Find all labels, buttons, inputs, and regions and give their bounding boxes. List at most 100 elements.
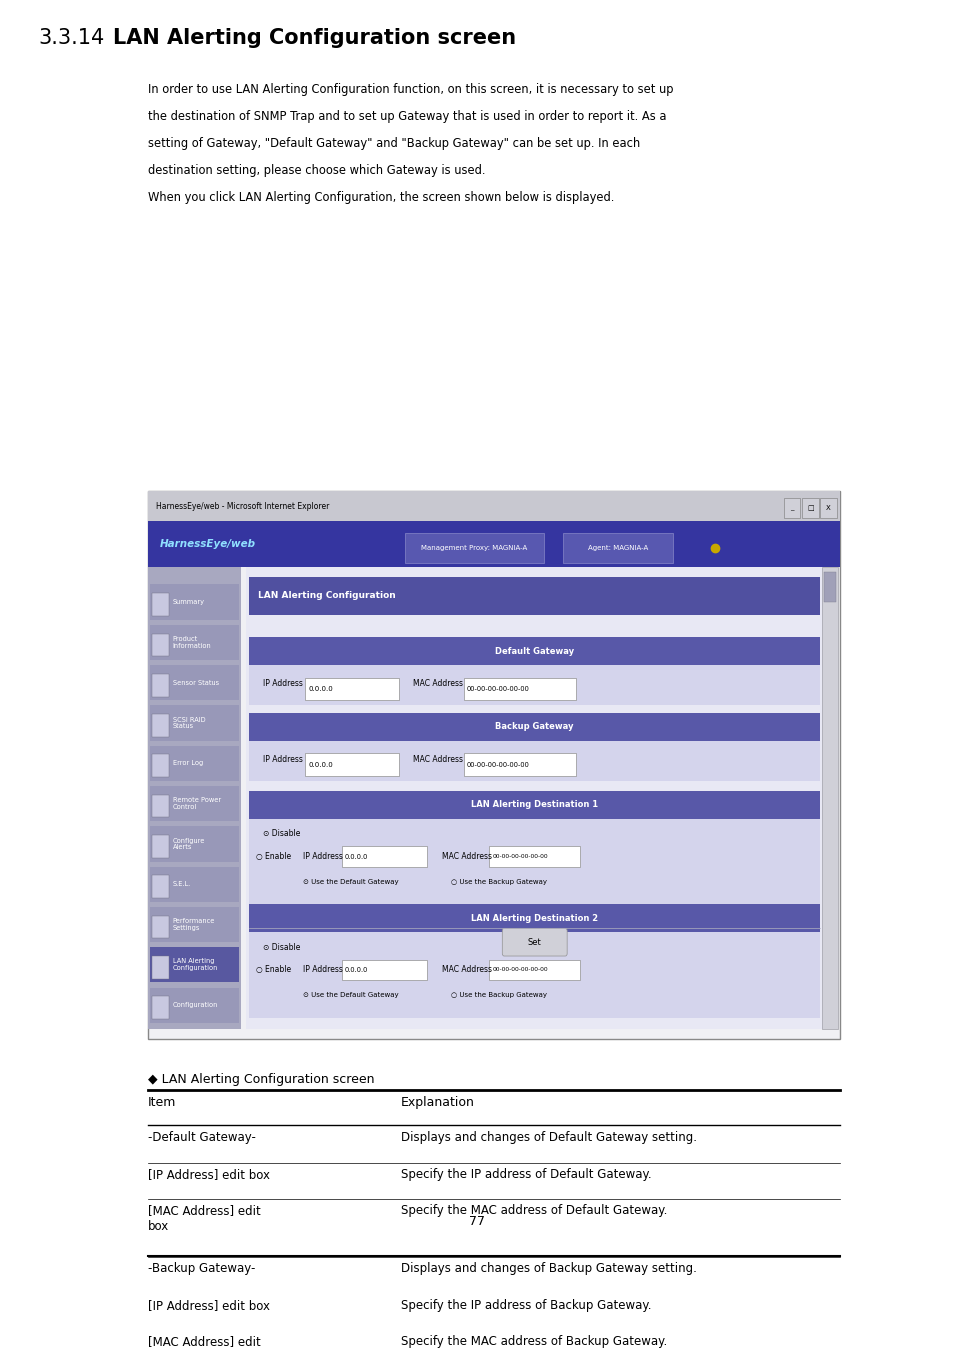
Bar bbox=[249, 638, 820, 665]
Text: IP Address: IP Address bbox=[263, 680, 303, 689]
Bar bbox=[820, 497, 836, 517]
Bar bbox=[150, 786, 239, 821]
Bar bbox=[246, 567, 822, 1029]
Text: Displays and changes of Default Gateway setting.: Displays and changes of Default Gateway … bbox=[400, 1131, 696, 1144]
Bar bbox=[249, 713, 820, 740]
Bar bbox=[463, 754, 576, 775]
Bar bbox=[801, 497, 818, 517]
Text: Item: Item bbox=[148, 1096, 176, 1109]
Text: Error Log: Error Log bbox=[172, 761, 203, 766]
Bar bbox=[562, 532, 672, 563]
Bar bbox=[150, 947, 239, 982]
Text: 0.0.0.0: 0.0.0.0 bbox=[308, 762, 333, 767]
Text: Performance
Settings: Performance Settings bbox=[172, 919, 214, 931]
Text: LAN Alerting Configuration screen: LAN Alerting Configuration screen bbox=[112, 28, 516, 47]
Text: MAC Address: MAC Address bbox=[413, 680, 462, 689]
Bar bbox=[152, 634, 169, 657]
Text: Explanation: Explanation bbox=[400, 1096, 474, 1109]
Text: [MAC Address] edit
box: [MAC Address] edit box bbox=[148, 1335, 260, 1351]
Text: ⊙ Disable: ⊙ Disable bbox=[263, 830, 300, 839]
Text: LAN Alerting Destination 2: LAN Alerting Destination 2 bbox=[471, 913, 598, 923]
Bar bbox=[463, 678, 576, 700]
Text: Specify the MAC address of Backup Gateway.: Specify the MAC address of Backup Gatewa… bbox=[400, 1335, 666, 1348]
Text: Displays and changes of Backup Gateway setting.: Displays and changes of Backup Gateway s… bbox=[400, 1262, 696, 1275]
Bar bbox=[249, 904, 820, 932]
Bar bbox=[150, 665, 239, 700]
Bar bbox=[152, 794, 169, 817]
Bar bbox=[152, 916, 169, 939]
Text: Set: Set bbox=[527, 938, 541, 947]
Text: _: _ bbox=[790, 505, 793, 511]
Bar bbox=[150, 827, 239, 862]
Text: the destination of SNMP Trap and to set up Gateway that is used in order to repo: the destination of SNMP Trap and to set … bbox=[148, 111, 666, 123]
Text: MAC Address: MAC Address bbox=[441, 966, 491, 974]
Bar bbox=[152, 754, 169, 777]
Text: -Default Gateway-: -Default Gateway- bbox=[148, 1131, 255, 1144]
Bar bbox=[150, 746, 239, 781]
Bar bbox=[249, 577, 820, 615]
Text: SCSI RAID
Status: SCSI RAID Status bbox=[172, 716, 205, 730]
Text: HarnessEye/web - Microsoft Internet Explorer: HarnessEye/web - Microsoft Internet Expl… bbox=[155, 501, 329, 511]
Bar bbox=[341, 959, 427, 979]
Text: destination setting, please choose which Gateway is used.: destination setting, please choose which… bbox=[148, 165, 485, 177]
Bar bbox=[150, 624, 239, 661]
Bar bbox=[823, 571, 835, 603]
Bar bbox=[405, 532, 543, 563]
Text: 00-00-00-00-00-00: 00-00-00-00-00-00 bbox=[492, 854, 547, 859]
Text: Default Gateway: Default Gateway bbox=[495, 647, 574, 655]
FancyBboxPatch shape bbox=[501, 928, 566, 957]
Bar bbox=[150, 705, 239, 740]
Text: IP Address: IP Address bbox=[263, 755, 303, 765]
Bar bbox=[150, 907, 239, 942]
Text: HarnessEye/web: HarnessEye/web bbox=[159, 539, 255, 549]
Text: [MAC Address] edit
box: [MAC Address] edit box bbox=[148, 1204, 260, 1233]
Text: 00-00-00-00-00-00: 00-00-00-00-00-00 bbox=[466, 762, 529, 767]
Text: Backup Gateway: Backup Gateway bbox=[495, 723, 574, 731]
Text: Specify the IP address of Backup Gateway.: Specify the IP address of Backup Gateway… bbox=[400, 1298, 651, 1312]
Text: LAN Alerting Destination 1: LAN Alerting Destination 1 bbox=[471, 800, 598, 809]
Text: ⊙ Use the Default Gateway: ⊙ Use the Default Gateway bbox=[303, 878, 398, 885]
Text: [IP Address] edit box: [IP Address] edit box bbox=[148, 1298, 270, 1312]
Text: In order to use LAN Alerting Configuration function, on this screen, it is neces: In order to use LAN Alerting Configurati… bbox=[148, 84, 673, 96]
Bar bbox=[148, 567, 241, 1029]
Text: Management Proxy: MAGNIA-A: Management Proxy: MAGNIA-A bbox=[421, 544, 527, 551]
Text: 00-00-00-00-00-00: 00-00-00-00-00-00 bbox=[466, 686, 529, 692]
Bar bbox=[152, 674, 169, 697]
Text: Specify the MAC address of Default Gateway.: Specify the MAC address of Default Gatew… bbox=[400, 1204, 666, 1217]
Bar bbox=[783, 497, 800, 517]
Bar bbox=[249, 662, 820, 705]
Text: ◆ LAN Alerting Configuration screen: ◆ LAN Alerting Configuration screen bbox=[148, 1073, 374, 1086]
Text: 0.0.0.0: 0.0.0.0 bbox=[308, 686, 333, 692]
Text: 77: 77 bbox=[469, 1216, 484, 1228]
Text: ○ Enable: ○ Enable bbox=[255, 852, 291, 861]
Bar bbox=[148, 492, 839, 521]
Bar bbox=[305, 678, 398, 700]
Bar bbox=[152, 715, 169, 736]
Text: ⊙ Disable: ⊙ Disable bbox=[263, 943, 300, 951]
Text: LAN Alerting Configuration: LAN Alerting Configuration bbox=[257, 592, 395, 600]
Bar bbox=[249, 819, 820, 904]
Text: setting of Gateway, "Default Gateway" and "Backup Gateway" can be set up. In eac: setting of Gateway, "Default Gateway" an… bbox=[148, 138, 639, 150]
Text: Configure
Alerts: Configure Alerts bbox=[172, 838, 205, 850]
Text: IP Address: IP Address bbox=[303, 852, 343, 861]
Bar bbox=[152, 875, 169, 898]
Bar bbox=[152, 593, 169, 616]
Bar bbox=[150, 988, 239, 1023]
Text: Configuration: Configuration bbox=[172, 1002, 218, 1008]
Bar bbox=[150, 585, 239, 620]
Text: When you click LAN Alerting Configuration, the screen shown below is displayed.: When you click LAN Alerting Configuratio… bbox=[148, 192, 614, 204]
Bar bbox=[152, 957, 169, 978]
Text: 0.0.0.0: 0.0.0.0 bbox=[344, 967, 368, 973]
Bar bbox=[341, 847, 427, 866]
Text: X: X bbox=[825, 505, 830, 511]
Bar bbox=[489, 847, 579, 866]
Text: ⊙ Use the Default Gateway: ⊙ Use the Default Gateway bbox=[303, 992, 398, 998]
Bar bbox=[489, 959, 579, 979]
Bar bbox=[152, 996, 169, 1019]
Text: □: □ bbox=[806, 505, 813, 511]
Text: [IP Address] edit box: [IP Address] edit box bbox=[148, 1167, 270, 1181]
Text: 3.3.14: 3.3.14 bbox=[38, 28, 104, 47]
Text: 00-00-00-00-00-00: 00-00-00-00-00-00 bbox=[492, 967, 547, 973]
Bar bbox=[152, 835, 169, 858]
Bar bbox=[821, 567, 837, 1029]
